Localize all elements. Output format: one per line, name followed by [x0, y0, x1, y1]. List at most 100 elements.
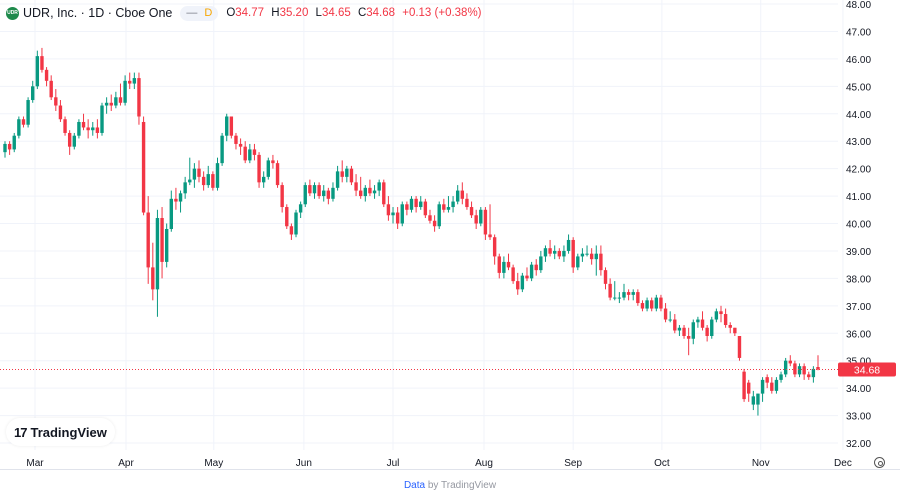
x-tick-label: Dec	[834, 458, 852, 469]
candle-body	[26, 100, 30, 125]
y-tick-label: 45.00	[846, 82, 871, 93]
candle-body	[100, 105, 104, 133]
price-axis[interactable]: 32.00 33.00 34.00 35.00 36.00 37.00 38.00 39.00…	[838, 0, 896, 450]
y-tick-label: 38.00	[846, 274, 871, 285]
candle	[599, 245, 603, 276]
candle	[719, 305, 723, 323]
candle	[252, 143, 257, 161]
candle	[437, 201, 441, 229]
candle	[382, 179, 386, 208]
candle-body	[382, 182, 386, 205]
candle-body	[502, 261, 506, 273]
interval-pill[interactable]: — D	[180, 5, 219, 21]
candle	[428, 209, 432, 224]
candle	[566, 234, 571, 254]
candle-body	[405, 204, 409, 210]
candle	[248, 143, 252, 164]
x-tick-label: Jul	[387, 458, 400, 469]
candle	[506, 253, 511, 271]
candle-body	[21, 119, 26, 125]
candle-body	[511, 267, 515, 282]
candle	[710, 316, 714, 339]
candle	[114, 91, 118, 109]
candle	[243, 141, 247, 164]
candle-body	[483, 209, 488, 235]
candle	[197, 160, 201, 183]
candle	[705, 325, 709, 342]
candle-body	[723, 314, 728, 326]
candle	[793, 360, 797, 378]
candle	[151, 242, 155, 301]
candlestick-chart[interactable]: 32.00 33.00 34.00 35.00 36.00 37.00 38.00 39.00…	[0, 0, 900, 470]
candle-body	[109, 102, 113, 106]
candle	[188, 157, 192, 186]
candle-body	[17, 119, 21, 136]
candle	[104, 97, 109, 114]
candle	[3, 141, 7, 158]
grid	[0, 0, 844, 450]
candle-body	[298, 204, 303, 213]
candle	[141, 116, 146, 216]
candle	[67, 130, 72, 155]
candle-body	[192, 168, 197, 180]
candle	[783, 357, 788, 378]
candle-body	[220, 135, 224, 164]
candle-body	[114, 97, 118, 106]
candle-body	[12, 135, 16, 150]
candle	[760, 377, 765, 402]
candle	[54, 89, 58, 112]
candle-body	[529, 264, 534, 279]
data-link[interactable]: Data	[403, 480, 426, 491]
candle-body	[35, 56, 40, 87]
candle-body	[400, 204, 404, 224]
candle	[391, 207, 395, 224]
candle	[613, 281, 617, 301]
y-tick-label: 34.00	[846, 384, 871, 395]
candle	[100, 102, 104, 136]
candle-body	[474, 215, 478, 224]
time-axis[interactable]: Mar Apr May Jun Jul Aug Sep Oct Nov Dec	[26, 458, 851, 469]
candle-body	[331, 187, 335, 199]
candle-body	[368, 187, 372, 194]
delayed-badge[interactable]: D	[204, 7, 213, 19]
candle	[677, 325, 682, 336]
candle-body	[423, 201, 428, 216]
y-tick-label: 48.00	[846, 0, 871, 11]
y-tick-label: 42.00	[846, 165, 871, 176]
candle	[756, 393, 760, 416]
symbol-title[interactable]: UDR, Inc. · 1D · Cboe One	[23, 6, 173, 20]
candle	[811, 366, 816, 383]
collapse-icon[interactable]: —	[186, 7, 198, 19]
change-value: +0.13 (+0.38%)	[402, 7, 482, 19]
candle	[77, 119, 81, 139]
candle	[183, 176, 187, 199]
candle	[7, 141, 12, 155]
candle	[770, 377, 774, 394]
candle	[797, 363, 802, 378]
candle	[326, 187, 331, 205]
candle-body	[345, 168, 349, 177]
candle-body	[770, 382, 774, 391]
candle-body	[728, 325, 732, 328]
candle	[298, 201, 303, 219]
close-value: 34.68	[366, 7, 396, 19]
y-tick-label: 36.00	[846, 329, 871, 340]
candle	[192, 163, 197, 188]
candle	[686, 327, 691, 356]
candle	[747, 379, 751, 402]
candle	[816, 355, 820, 371]
candle	[109, 94, 113, 112]
candle	[386, 196, 391, 221]
candle	[368, 179, 372, 197]
low-value: 34.65	[321, 7, 351, 19]
candle-body	[238, 143, 243, 147]
gear-icon[interactable]	[874, 457, 885, 468]
candle	[714, 308, 719, 323]
x-tick-label: Nov	[752, 458, 770, 469]
tradingview-logo[interactable]: 17 TradingView	[6, 418, 115, 446]
candle-body	[442, 204, 446, 210]
candle	[663, 303, 668, 323]
candle-body	[765, 377, 769, 383]
candle-body	[275, 163, 280, 186]
candle-body	[229, 116, 234, 136]
